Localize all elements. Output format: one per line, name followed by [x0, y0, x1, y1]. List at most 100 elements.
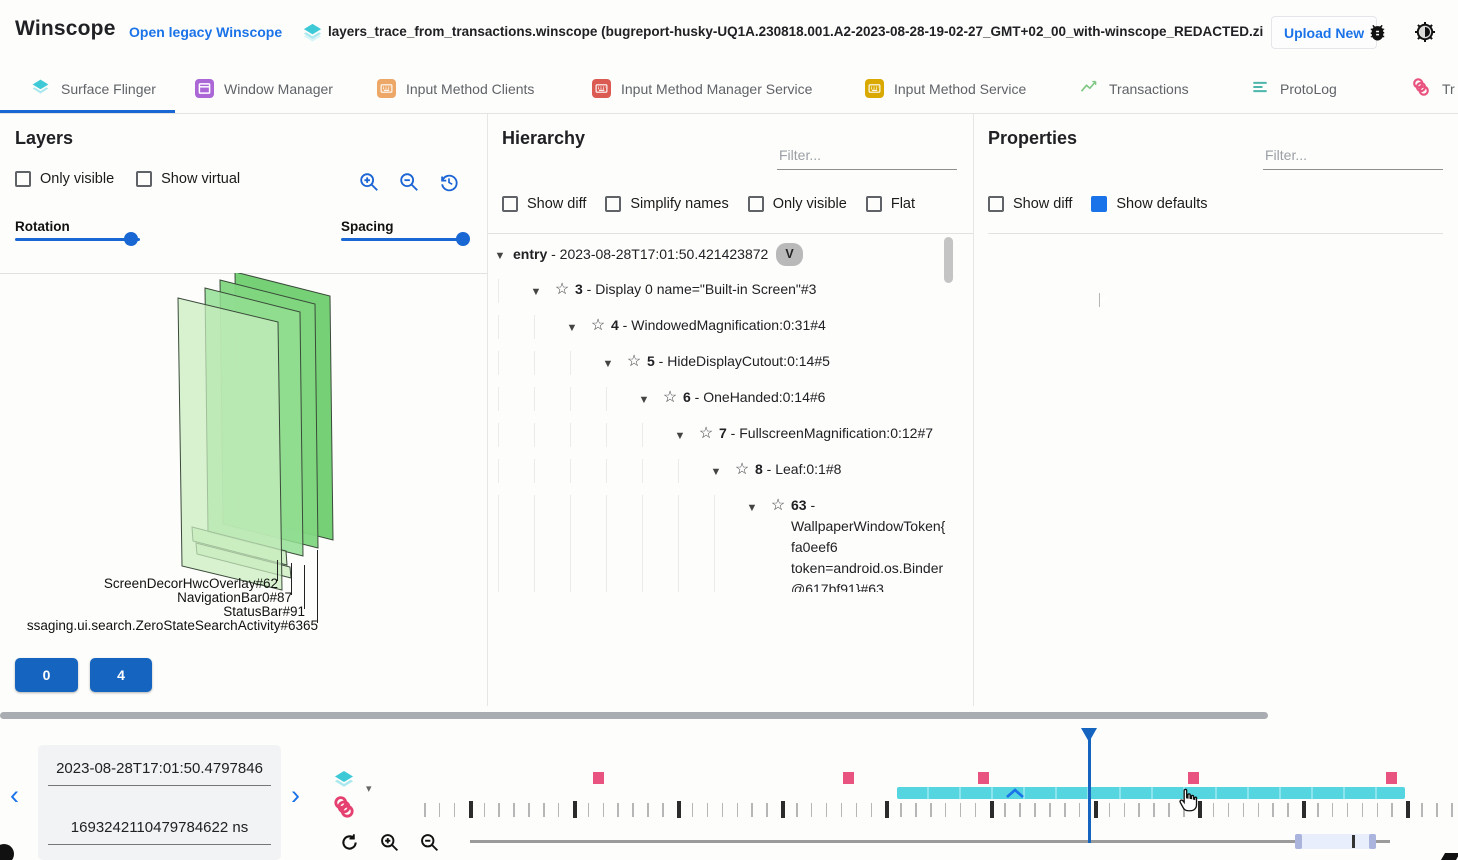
layer-label[interactable]: StatusBar#91	[223, 604, 305, 619]
minimap-left-handle[interactable]	[1294, 834, 1302, 849]
spacing-slider[interactable]	[341, 232, 471, 246]
layers-3d-view[interactable]	[0, 273, 487, 650]
tab-surface-flinger[interactable]: Surface Flinger	[30, 64, 156, 113]
display-button-4[interactable]: 4	[90, 658, 152, 692]
transition-marker[interactable]	[1188, 772, 1200, 784]
timeline-tick	[900, 803, 902, 817]
checkbox-box[interactable]: ✓	[502, 196, 518, 212]
timeline-tick	[483, 803, 486, 817]
spacing-slider-thumb[interactable]	[456, 232, 471, 246]
checkbox-box[interactable]: ✓	[865, 196, 882, 212]
properties-checkbox-show-diff[interactable]: ✓ Show diff	[988, 196, 1072, 212]
layers-checkbox-show-virtual[interactable]: ✓ Show virtual	[136, 171, 240, 187]
transitions-track-bar[interactable]	[897, 787, 1405, 799]
tree-node-63[interactable]: ▼ ☆ 63 - WallpaperWindowToken{fa0eef6 toke…	[487, 489, 957, 592]
hierarchy-filter-input[interactable]	[777, 144, 957, 170]
properties-checkbox-show-defaults[interactable]: ✓ Show defaults	[1091, 196, 1207, 307]
collapse-arrow-icon[interactable]: ▼	[494, 250, 506, 262]
dark-mode-icon[interactable]	[1413, 20, 1437, 49]
surface-flinger-trace-icon[interactable]	[332, 768, 356, 797]
layer-label[interactable]: ssaging.ui.search.ZeroStateSearchActivit…	[26, 618, 318, 633]
hierarchy-checkbox-show-diff[interactable]: ✓ Show diff	[502, 196, 586, 212]
transition-marker[interactable]	[1385, 772, 1397, 784]
checkbox-box[interactable]: ✓	[988, 196, 1004, 212]
next-entry-arrow[interactable]: ›	[291, 780, 300, 810]
checkbox-box[interactable]: ✓	[747, 196, 764, 212]
collapse-arrow-icon[interactable]: ▼	[710, 466, 722, 478]
timeline-zoom-in-icon[interactable]	[379, 832, 400, 858]
tree-node-entry[interactable]: ▼ entry - 2023-08-28T17:01:50.421423872 V	[487, 237, 957, 273]
trace-select-caret[interactable]: ▾	[366, 783, 372, 795]
hierarchy-checkbox-flat[interactable]: ✓ Flat	[865, 196, 915, 212]
hierarchy-checkbox-simplify-names[interactable]: ✓ Simplify names	[605, 196, 729, 212]
timeline-cursor[interactable]	[1088, 728, 1091, 843]
tree-node-4[interactable]: ▼ ☆ 4 - WindowedMagnification:0:31#4	[487, 309, 957, 345]
tab-window-manager[interactable]: Window Manager	[195, 64, 333, 113]
collapse-arrow-icon[interactable]: ▼	[602, 358, 614, 370]
checkbox-box[interactable]: ✓	[15, 171, 31, 187]
tree-node-6[interactable]: ▼ ☆ 6 - OneHanded:0:14#6	[487, 381, 957, 417]
hierarchy-checkbox-only-visible[interactable]: ✓ Only visible	[747, 196, 847, 212]
rotation-slider[interactable]	[15, 232, 140, 246]
tree-node-8[interactable]: ▼ ☆ 8 - Leaf:0:1#8	[487, 453, 957, 489]
checkbox-box[interactable]: ✓	[1091, 196, 1109, 307]
timeline-minimap-track[interactable]	[469, 840, 1390, 843]
tab-protolog[interactable]: ProtoLog	[1250, 64, 1337, 113]
layer-label[interactable]: ScreenDecorHwcOverlay#62	[103, 576, 278, 591]
layer-label[interactable]: NavigationBar0#87	[177, 590, 292, 605]
pin-star-icon[interactable]: ☆	[698, 425, 714, 442]
display-button-0[interactable]: 0	[15, 658, 78, 692]
bug-report-icon[interactable]	[1366, 21, 1389, 49]
human-timestamp-input[interactable]	[48, 760, 271, 786]
upload-new-button[interactable]: Upload New	[1271, 16, 1378, 49]
hierarchy-scrollbar[interactable]	[944, 237, 953, 283]
minimap-right-handle[interactable]	[1369, 834, 1377, 849]
timeline-tick	[974, 803, 977, 817]
zoom-out-icon[interactable]	[398, 171, 420, 198]
pin-star-icon[interactable]: ☆	[554, 281, 570, 298]
tree-node-7[interactable]: ▼ ☆ 7 - FullscreenMagnification:0:12#7	[487, 417, 957, 453]
pin-star-icon[interactable]: ☆	[590, 317, 606, 334]
ns-timestamp-input[interactable]	[48, 819, 271, 845]
transition-marker[interactable]	[593, 772, 605, 784]
zoom-in-icon[interactable]	[358, 171, 380, 198]
timeline-tick	[1123, 803, 1126, 817]
checkbox-box[interactable]: ✓	[605, 196, 622, 212]
pin-star-icon[interactable]: ☆	[734, 461, 750, 478]
timeline-tick	[944, 803, 947, 817]
tree-node-3[interactable]: ▼ ☆ 3 - Display 0 name="Built-in Screen"#3	[487, 273, 957, 309]
collapse-arrow-icon[interactable]: ▼	[566, 322, 578, 334]
tab-input-method-service[interactable]: Input Method Service	[865, 64, 1026, 113]
transition-marker[interactable]	[978, 772, 990, 784]
pin-star-icon[interactable]: ☆	[770, 497, 786, 514]
collapse-timeline-icon[interactable]	[1004, 786, 1026, 806]
tab-tr[interactable]: Tr	[1410, 64, 1455, 113]
transitions-trace-icon[interactable]	[331, 794, 357, 827]
timeline-tick	[602, 803, 605, 817]
refresh-icon[interactable]	[339, 832, 360, 858]
horizontal-scrollbar[interactable]	[0, 712, 1268, 719]
tab-transactions[interactable]: Transactions	[1079, 64, 1189, 113]
collapse-arrow-icon[interactable]: ▼	[638, 394, 650, 406]
tree-node-5[interactable]: ▼ ☆ 5 - HideDisplayCutout:0:14#5	[487, 345, 957, 381]
open-legacy-link[interactable]: Open legacy Winscope	[129, 24, 283, 40]
tab-input-method-clients[interactable]: Input Method Clients	[377, 64, 534, 113]
timeline-zoom-out-icon[interactable]	[419, 832, 440, 858]
rotation-slider-thumb[interactable]	[124, 232, 139, 246]
checkbox-box[interactable]: ✓	[136, 171, 153, 187]
timeline-tick	[1108, 803, 1111, 817]
transition-marker[interactable]	[842, 772, 854, 784]
minimap-selection[interactable]	[1297, 834, 1374, 849]
collapse-arrow-icon[interactable]: ▼	[746, 502, 758, 514]
pin-star-icon[interactable]: ☆	[626, 353, 642, 370]
timeline-ruler[interactable]	[420, 706, 1455, 860]
prev-entry-arrow[interactable]: ‹	[10, 780, 19, 810]
timeline-cursor-head[interactable]	[1081, 728, 1098, 750]
layers-checkbox-only-visible[interactable]: ✓ Only visible	[15, 171, 114, 187]
collapse-arrow-icon[interactable]: ▼	[530, 286, 542, 298]
tab-input-method-manager-service[interactable]: Input Method Manager Service	[592, 64, 812, 113]
collapse-arrow-icon[interactable]: ▼	[674, 430, 686, 442]
pin-star-icon[interactable]: ☆	[662, 389, 678, 406]
properties-filter-input[interactable]	[1263, 144, 1443, 170]
restore-view-icon[interactable]	[438, 171, 460, 198]
